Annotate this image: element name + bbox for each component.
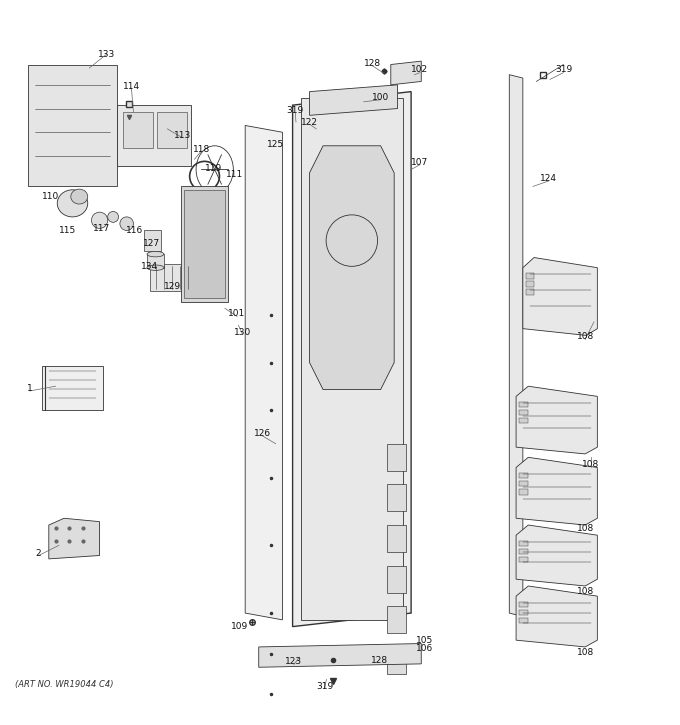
Text: 118: 118 [192, 145, 210, 154]
Text: 133: 133 [98, 50, 115, 59]
Text: 107: 107 [411, 158, 428, 167]
Bar [301, 99, 403, 620]
Bar [123, 112, 153, 149]
Bar [520, 541, 528, 546]
Text: 114: 114 [123, 82, 140, 91]
Polygon shape [245, 125, 282, 620]
Text: 116: 116 [126, 226, 143, 235]
Text: 2: 2 [36, 549, 41, 558]
Bar [181, 186, 228, 302]
Text: 100: 100 [372, 93, 389, 102]
Bar [388, 484, 407, 512]
Text: 319: 319 [287, 106, 304, 115]
Polygon shape [49, 518, 99, 559]
Bar [157, 112, 187, 149]
Polygon shape [516, 586, 597, 647]
Polygon shape [516, 457, 597, 525]
Ellipse shape [57, 190, 88, 217]
Bar [520, 618, 528, 623]
Bar [520, 410, 528, 415]
Bar [520, 549, 528, 554]
Bar [116, 105, 191, 166]
Bar [388, 525, 407, 552]
Circle shape [91, 212, 107, 228]
Bar [388, 444, 407, 471]
Text: 1: 1 [27, 384, 33, 393]
Bar [526, 281, 534, 286]
Bar [184, 190, 225, 298]
Text: 123: 123 [286, 658, 303, 666]
Polygon shape [309, 85, 398, 115]
Bar [147, 254, 164, 268]
Text: 101: 101 [228, 310, 245, 318]
Text: 130: 130 [234, 328, 251, 336]
Polygon shape [516, 525, 597, 586]
Circle shape [107, 212, 118, 223]
Bar [520, 602, 528, 607]
Text: 109: 109 [231, 622, 248, 631]
Text: 110: 110 [41, 192, 58, 201]
Circle shape [120, 217, 133, 231]
Ellipse shape [147, 252, 164, 257]
Text: 124: 124 [540, 174, 557, 183]
Text: 106: 106 [416, 645, 433, 653]
Bar [150, 265, 198, 291]
Bar [388, 606, 407, 634]
Text: 108: 108 [577, 332, 594, 341]
Text: 113: 113 [173, 131, 191, 140]
Text: 134: 134 [141, 262, 158, 271]
Ellipse shape [71, 189, 88, 204]
Bar [526, 273, 534, 278]
Text: 108: 108 [577, 524, 594, 533]
Text: 115: 115 [59, 226, 76, 235]
Text: 122: 122 [301, 117, 318, 127]
Text: 102: 102 [411, 65, 428, 75]
Bar [520, 481, 528, 486]
Bar [520, 418, 528, 423]
Text: 128: 128 [371, 656, 388, 665]
Bar [388, 566, 407, 593]
Bar [526, 289, 534, 295]
Text: 105: 105 [416, 636, 433, 645]
Bar [520, 557, 528, 563]
Text: 119: 119 [205, 164, 222, 173]
Bar [520, 489, 528, 494]
Text: 129: 129 [164, 282, 182, 291]
Text: 319: 319 [316, 682, 333, 691]
Text: 108: 108 [577, 648, 594, 657]
Bar [143, 231, 160, 251]
Bar [520, 402, 528, 407]
Text: (ART NO. WR19044 C4): (ART NO. WR19044 C4) [15, 679, 114, 689]
Text: 117: 117 [93, 224, 110, 233]
Polygon shape [516, 386, 597, 454]
Text: 128: 128 [364, 59, 381, 67]
Bar [520, 473, 528, 479]
Polygon shape [391, 61, 422, 85]
Bar [29, 65, 116, 186]
Polygon shape [309, 146, 394, 389]
Text: 108: 108 [577, 587, 594, 596]
Bar [42, 366, 103, 410]
Text: 125: 125 [267, 140, 284, 149]
Polygon shape [509, 75, 523, 616]
Polygon shape [292, 91, 411, 626]
Text: 319: 319 [555, 65, 572, 75]
Text: 126: 126 [254, 429, 271, 438]
Polygon shape [523, 257, 597, 336]
Polygon shape [258, 644, 422, 667]
Text: 111: 111 [226, 170, 243, 179]
Text: 127: 127 [143, 239, 160, 249]
Bar [388, 647, 407, 674]
Bar [520, 610, 528, 615]
Ellipse shape [147, 265, 164, 270]
Text: 108: 108 [582, 460, 599, 468]
